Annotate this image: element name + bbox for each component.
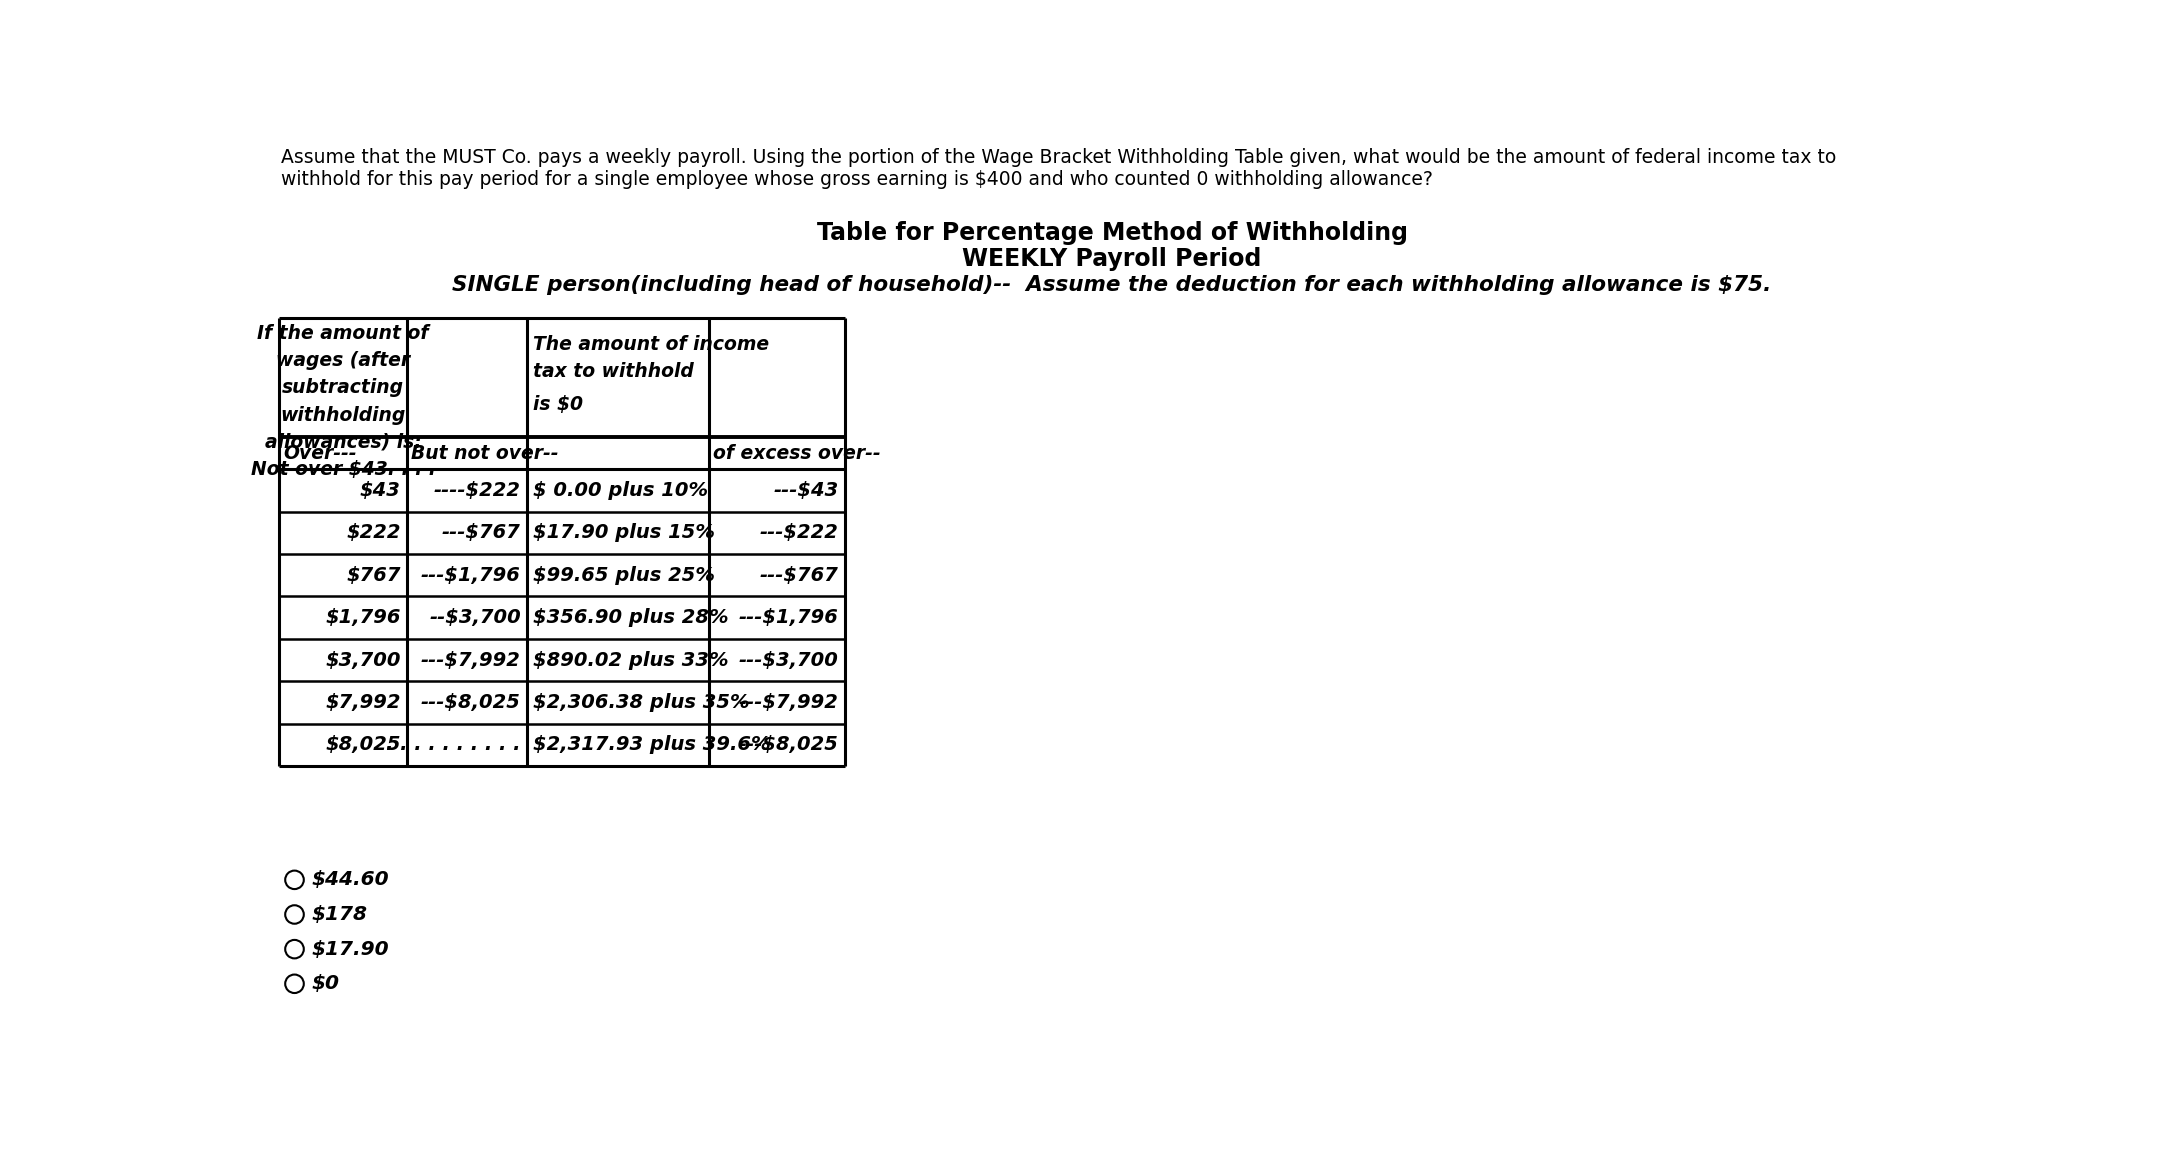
Text: $99.65 plus 25%: $99.65 plus 25%: [534, 566, 716, 585]
Text: is $0: is $0: [534, 395, 584, 414]
Text: $44.60: $44.60: [312, 871, 388, 890]
Text: . . . . . . . . . .: . . . . . . . . . .: [386, 735, 521, 755]
Text: $ 0.00 plus 10%: $ 0.00 plus 10%: [534, 481, 707, 500]
Text: $222: $222: [347, 524, 401, 543]
Text: ---$7,992: ---$7,992: [421, 650, 521, 669]
Text: ---$8,025: ---$8,025: [738, 735, 838, 755]
Text: $43: $43: [360, 481, 401, 500]
Text: --$3,700: --$3,700: [430, 608, 521, 627]
Text: $890.02 plus 33%: $890.02 plus 33%: [534, 650, 729, 669]
Text: $0: $0: [312, 974, 339, 994]
Text: ---$1,796: ---$1,796: [421, 566, 521, 585]
Text: ---$3,700: ---$3,700: [738, 650, 838, 669]
Text: ---$767: ---$767: [443, 524, 521, 543]
Text: The amount of income
tax to withhold: The amount of income tax to withhold: [534, 335, 770, 381]
Text: ----$222: ----$222: [434, 481, 521, 500]
Text: $17.90: $17.90: [312, 940, 388, 959]
Text: of excess over--: of excess over--: [714, 444, 881, 463]
Text: Over---: Over---: [282, 444, 356, 463]
Text: SINGLE person(including head of household)--  Assume the deduction for each with: SINGLE person(including head of househol…: [454, 275, 1771, 295]
Text: If the amount of
wages (after
subtracting
withholding
allowances) is:
Not over $: If the amount of wages (after subtractin…: [250, 323, 436, 479]
Text: withhold for this pay period for a single employee whose gross earning is $400 a: withhold for this pay period for a singl…: [280, 170, 1432, 189]
Text: WEEKLY Payroll Period: WEEKLY Payroll Period: [963, 247, 1261, 271]
Text: ---$43: ---$43: [773, 481, 838, 500]
Text: Assume that the MUST Co. pays a weekly payroll. Using the portion of the Wage Br: Assume that the MUST Co. pays a weekly p…: [280, 149, 1836, 168]
Text: ---$7,992: ---$7,992: [738, 693, 838, 711]
Text: ---$8,025: ---$8,025: [421, 693, 521, 711]
Text: $2,317.93 plus 39.6%: $2,317.93 plus 39.6%: [534, 735, 770, 755]
Text: $8,025: $8,025: [326, 735, 401, 755]
Text: $356.90 plus 28%: $356.90 plus 28%: [534, 608, 729, 627]
Text: But not over--: But not over--: [410, 444, 558, 463]
Text: Table for Percentage Method of Withholding: Table for Percentage Method of Withholdi…: [816, 222, 1408, 245]
Text: $2,306.38 plus 35%: $2,306.38 plus 35%: [534, 693, 749, 711]
Text: ---$222: ---$222: [760, 524, 838, 543]
Text: $178: $178: [312, 905, 367, 924]
Text: $1,796: $1,796: [326, 608, 401, 627]
Text: $17.90 plus 15%: $17.90 plus 15%: [534, 524, 716, 543]
Text: $3,700: $3,700: [326, 650, 401, 669]
Text: $767: $767: [347, 566, 401, 585]
Text: ---$1,796: ---$1,796: [738, 608, 838, 627]
Text: $7,992: $7,992: [326, 693, 401, 711]
Text: ---$767: ---$767: [760, 566, 838, 585]
